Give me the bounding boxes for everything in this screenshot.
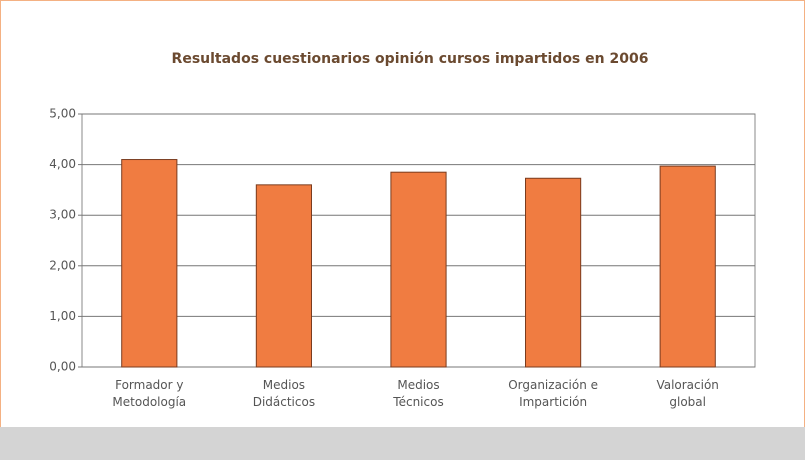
x-tick-label: Organización e Impartición: [508, 378, 598, 409]
y-tick-label: 1,00: [49, 309, 76, 323]
bar: [659, 165, 716, 368]
chart-title: Resultados cuestionarios opinión cursos …: [172, 51, 649, 67]
bar: [525, 177, 582, 368]
y-tick-label: 0,00: [49, 360, 76, 374]
footer-strip: [0, 427, 805, 460]
x-tick-label: Medios Didácticos: [252, 378, 316, 409]
chart: Resultados cuestionarios opinión cursos …: [49, 51, 756, 374]
y-tick-label: 2,00: [49, 258, 76, 272]
y-tick-label: 5,00: [49, 107, 76, 121]
bar: [255, 184, 312, 368]
x-tick-label: Formador y Metodología: [112, 378, 187, 409]
x-tick-label: Medios Técnicos: [393, 378, 444, 409]
bar: [390, 171, 447, 368]
x-tick-label: Valoración global: [656, 378, 719, 409]
y-tick-label: 3,00: [49, 208, 76, 222]
bar: [121, 159, 178, 368]
y-tick-label: 4,00: [49, 157, 76, 171]
